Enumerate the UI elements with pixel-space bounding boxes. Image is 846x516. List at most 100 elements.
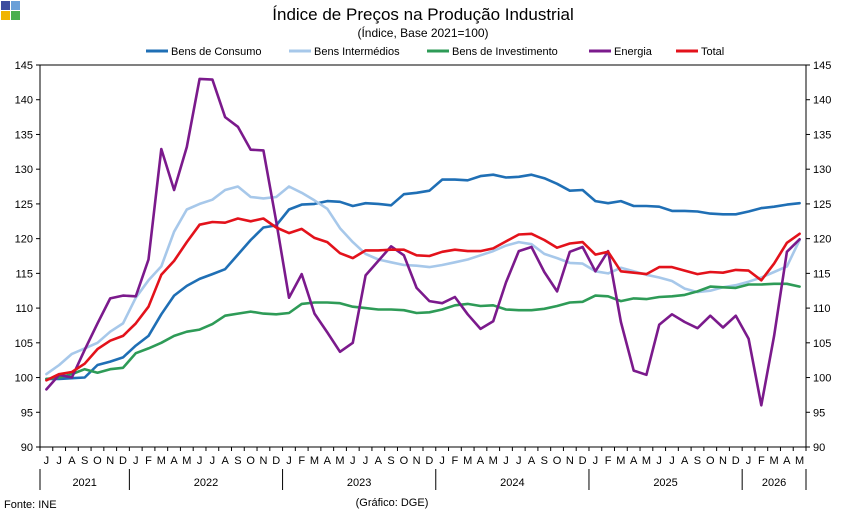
y-tick-label-right: 115: [813, 268, 831, 280]
x-tick-label: M: [616, 455, 625, 467]
x-tick-label: J: [56, 455, 62, 467]
x-tick-label: J: [197, 455, 203, 467]
x-tick-label: J: [133, 455, 139, 467]
x-tick-label: M: [157, 455, 166, 467]
y-tick-label-right: 90: [813, 442, 825, 454]
y-tick-label-left: 100: [15, 373, 33, 385]
y-tick-label-right: 110: [813, 303, 831, 315]
x-tick-label: M: [310, 455, 319, 467]
x-tick-label: D: [272, 455, 280, 467]
y-tick-label-left: 110: [15, 303, 33, 315]
x-tick-label: O: [93, 455, 102, 467]
year-label: 2024: [500, 477, 524, 489]
x-tick-label: D: [579, 455, 587, 467]
x-tick-label: J: [503, 455, 509, 467]
y-tick-label-left: 95: [21, 407, 33, 419]
y-tick-label-right: 140: [813, 95, 831, 107]
series-line-bens-de-investimento: [45, 282, 801, 381]
y-tick-label-right: 105: [813, 338, 831, 350]
y-tick-label-right: 100: [813, 373, 831, 385]
x-tick-label: N: [566, 455, 574, 467]
x-tick-label: N: [413, 455, 421, 467]
x-tick-label: M: [795, 455, 804, 467]
y-tick-label-right: 130: [813, 164, 831, 176]
x-tick-label: J: [44, 455, 50, 467]
y-tick-label-right: 125: [813, 199, 831, 211]
x-tick-label: J: [210, 455, 216, 467]
x-tick-label: S: [694, 455, 701, 467]
series-line-bens-intermédios: [45, 185, 801, 376]
plot-area: [45, 77, 801, 407]
year-label: 2025: [653, 477, 677, 489]
x-tick-label: D: [425, 455, 433, 467]
y-tick-label-left: 145: [15, 60, 33, 72]
y-tick-label-left: 90: [21, 442, 33, 454]
legend-label: Bens Intermédios: [314, 46, 400, 58]
x-tick-label: J: [746, 455, 752, 467]
x-tick-label: M: [182, 455, 191, 467]
y-tick-label-left: 105: [15, 338, 33, 350]
x-tick-label: S: [81, 455, 88, 467]
series-line-energia: [45, 77, 801, 407]
x-tick-label: S: [541, 455, 548, 467]
x-tick-label: D: [732, 455, 740, 467]
x-tick-label: J: [656, 455, 662, 467]
x-tick-label: F: [605, 455, 612, 467]
x-tick-label: F: [145, 455, 152, 467]
x-tick-label: J: [516, 455, 522, 467]
x-tick-label: M: [335, 455, 344, 467]
x-tick-label: O: [400, 455, 409, 467]
y-tick-label-left: 125: [15, 199, 33, 211]
x-tick-label: A: [528, 455, 536, 467]
x-tick-label: A: [375, 455, 383, 467]
chart-subtitle: (Índice, Base 2021=100): [357, 25, 488, 40]
logo-icon: [0, 0, 20, 20]
series-line-bens-de-consumo: [45, 173, 801, 381]
x-tick-label: S: [234, 455, 241, 467]
y-tick-label-right: 145: [813, 60, 831, 72]
x-tick-label: J: [363, 455, 369, 467]
x-tick-label: A: [324, 455, 332, 467]
y-tick-label-left: 130: [15, 164, 33, 176]
x-tick-label: O: [706, 455, 715, 467]
axes: 90 90 95 95 100 100 105 105 110 110 115 115 120 120 12…: [15, 60, 831, 490]
x-tick-label: A: [630, 455, 638, 467]
x-tick-label: A: [221, 455, 229, 467]
x-tick-label: A: [68, 455, 76, 467]
x-tick-label: J: [439, 455, 445, 467]
x-tick-label: S: [387, 455, 394, 467]
year-label: 2026: [762, 477, 786, 489]
year-label: 2022: [194, 477, 218, 489]
source-note: Fonte: INE: [4, 499, 57, 511]
series-line-total: [45, 217, 801, 382]
y-tick-label-right: 135: [813, 129, 831, 141]
legend-label: Bens de Investimento: [452, 46, 558, 58]
y-tick-label-left: 120: [15, 234, 33, 246]
y-tick-label-left: 135: [15, 129, 33, 141]
chart-title: Índice de Preços na Produção Industrial: [272, 5, 573, 24]
x-tick-label: F: [452, 455, 459, 467]
legend-label: Bens de Consumo: [171, 46, 262, 58]
y-tick-label-left: 140: [15, 95, 33, 107]
y-tick-label-right: 95: [813, 407, 825, 419]
x-tick-label: A: [783, 455, 791, 467]
x-tick-label: O: [246, 455, 255, 467]
legend-label: Total: [701, 46, 724, 58]
x-tick-label: A: [681, 455, 689, 467]
x-tick-label: J: [286, 455, 292, 467]
year-label: 2023: [347, 477, 371, 489]
x-tick-label: O: [553, 455, 562, 467]
x-tick-label: F: [758, 455, 765, 467]
x-tick-label: J: [669, 455, 675, 467]
legend-label: Energia: [614, 46, 653, 58]
x-tick-label: N: [259, 455, 267, 467]
x-tick-label: M: [769, 455, 778, 467]
x-tick-label: M: [463, 455, 472, 467]
x-tick-label: F: [298, 455, 305, 467]
x-tick-label: J: [350, 455, 356, 467]
x-tick-label: M: [642, 455, 651, 467]
x-tick-label: J: [593, 455, 599, 467]
x-tick-label: N: [719, 455, 727, 467]
x-tick-label: M: [489, 455, 498, 467]
